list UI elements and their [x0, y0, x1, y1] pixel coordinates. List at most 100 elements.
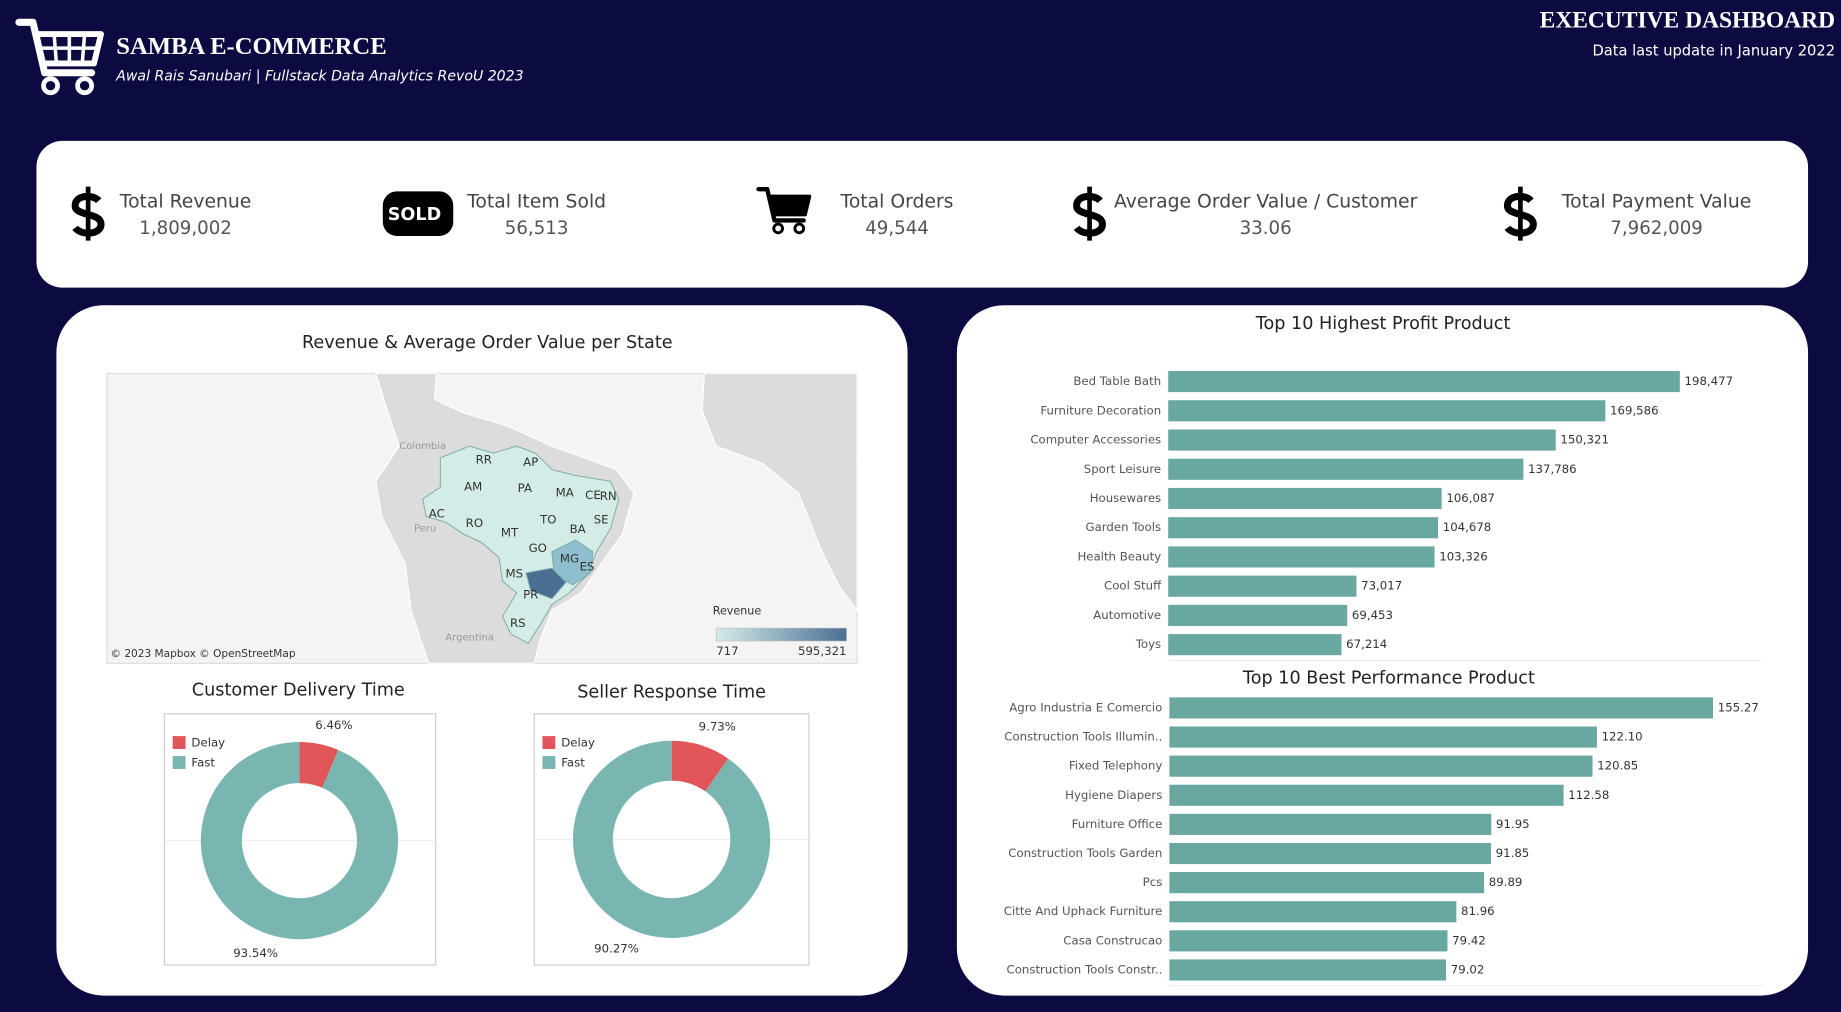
value-label: 79.02: [1451, 962, 1485, 976]
kpi-value: 49,544: [865, 218, 929, 239]
value-label: 67,214: [1346, 637, 1387, 651]
cart-wheel: [75, 76, 94, 96]
legend-swatch: [542, 756, 556, 769]
bar: [1169, 813, 1492, 835]
value-label: 198,477: [1685, 374, 1734, 388]
state-label: PA: [518, 481, 532, 495]
legend-label: Fast: [191, 756, 215, 770]
legend-swatch: [172, 756, 186, 769]
cart-wheel: [793, 222, 806, 235]
map-attribution: © 2023 Mapbox © OpenStreetMap: [110, 648, 295, 660]
cart-body: [767, 194, 812, 217]
state-label: PR: [523, 588, 538, 602]
category-label: Construction Tools Constr..: [1007, 962, 1163, 976]
category-label: Furniture Office: [1072, 817, 1163, 831]
legend-label: Delay: [191, 736, 225, 750]
category-label: Housewares: [1090, 491, 1161, 505]
value-label: 122.10: [1602, 730, 1643, 744]
value-label: 104,678: [1443, 520, 1492, 534]
bar: [1169, 755, 1593, 777]
cart-wheel: [41, 76, 60, 96]
cart-grid: [38, 33, 98, 64]
category-label: Bed Table Bath: [1073, 374, 1161, 388]
value-label: 169,586: [1610, 403, 1659, 417]
state-label: MG: [560, 551, 579, 565]
category-label: Furniture Decoration: [1040, 403, 1161, 417]
kpi-value: 56,513: [505, 218, 569, 239]
bar: [1168, 546, 1435, 568]
bar: [1168, 400, 1606, 422]
state-label: AC: [429, 507, 445, 521]
kpi-label: Total Orders: [840, 191, 954, 212]
category-label: Toys: [1135, 637, 1161, 651]
bar: [1168, 575, 1357, 597]
chart-title: Customer Delivery Time: [192, 680, 405, 700]
value-label: 106,087: [1446, 491, 1495, 505]
state-label: MT: [501, 526, 519, 540]
value-label: 91.95: [1496, 817, 1530, 831]
category-label: Health Beauty: [1077, 549, 1161, 563]
category-label: Citte And Uphack Furniture: [1004, 904, 1163, 918]
color-bar-label: 717: [716, 644, 738, 658]
kpi-value: 33.06: [1240, 218, 1292, 239]
bar: [1168, 634, 1342, 656]
value-label: 112.58: [1568, 788, 1609, 802]
state-label: MS: [506, 567, 524, 581]
category-label: Cool Stuff: [1104, 579, 1162, 593]
state-label: RO: [466, 516, 483, 530]
state-label: RS: [510, 616, 526, 630]
value-label: 81.96: [1461, 904, 1495, 918]
slice-label: 6.46%: [315, 718, 352, 732]
legend-swatch: [542, 736, 556, 750]
bar: [1169, 930, 1448, 952]
state-label: CE: [585, 488, 601, 502]
bar: [1169, 784, 1564, 806]
bar: [1168, 517, 1439, 539]
chart-title: Revenue & Average Order Value per State: [302, 333, 673, 353]
donut-slice: [671, 740, 729, 792]
update-note: Data last update in January 2022: [1592, 43, 1835, 60]
chart-title: Top 10 Best Performance Product: [1242, 669, 1535, 689]
kpi-label: Average Order Value / Customer: [1114, 191, 1418, 212]
value-label: 137,786: [1528, 462, 1577, 476]
value-label: 91.85: [1496, 846, 1530, 860]
kpi-label: Total Payment Value: [1561, 191, 1751, 212]
chart-title: Top 10 Highest Profit Product: [1255, 314, 1511, 334]
category-label: Automotive: [1093, 608, 1161, 622]
state-sp: [525, 567, 567, 600]
state-label: TO: [539, 513, 556, 527]
brand-subtitle: Awal Rais Sanubari | Fullstack Data Anal…: [115, 68, 523, 84]
country-label: Colombia: [399, 441, 446, 452]
cart-wheel: [772, 222, 784, 235]
cart-body: [33, 31, 104, 67]
state-label: AP: [523, 455, 538, 469]
bar: [1168, 604, 1348, 626]
bar: [1168, 429, 1556, 451]
slice-label: 93.54%: [233, 946, 278, 960]
category-label: Computer Accessories: [1030, 433, 1161, 447]
country-label: Argentina: [445, 632, 494, 643]
slice-label: 90.27%: [594, 942, 639, 956]
state-label: SE: [594, 513, 609, 527]
legend-label: Delay: [561, 736, 595, 750]
brand-title: SAMBA E-COMMERCE: [116, 33, 386, 60]
cart-icon: [15, 18, 104, 96]
color-bar: [715, 627, 847, 642]
category-label: Sport Leisure: [1084, 462, 1161, 476]
state-label: GO: [529, 541, 547, 555]
value-label: 89.89: [1489, 875, 1523, 889]
category-label: Casa Construcao: [1063, 933, 1162, 947]
category-label: Fixed Telephony: [1069, 759, 1163, 773]
value-label: 155.27: [1718, 700, 1759, 714]
bar: [1169, 901, 1457, 923]
kpi-panel: [36, 140, 1809, 288]
slice-label: 9.73%: [699, 720, 736, 734]
cart-icon: [756, 186, 812, 235]
donut-slice: [299, 741, 339, 788]
category-label: Hygiene Diapers: [1065, 788, 1162, 802]
bar: [1169, 842, 1491, 865]
bar: [1169, 959, 1447, 981]
kpi-value: 7,962,009: [1610, 218, 1703, 239]
